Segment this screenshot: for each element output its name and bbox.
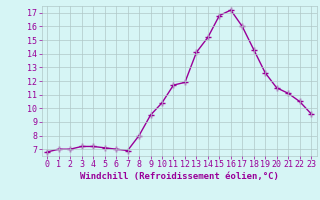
X-axis label: Windchill (Refroidissement éolien,°C): Windchill (Refroidissement éolien,°C) xyxy=(80,172,279,181)
